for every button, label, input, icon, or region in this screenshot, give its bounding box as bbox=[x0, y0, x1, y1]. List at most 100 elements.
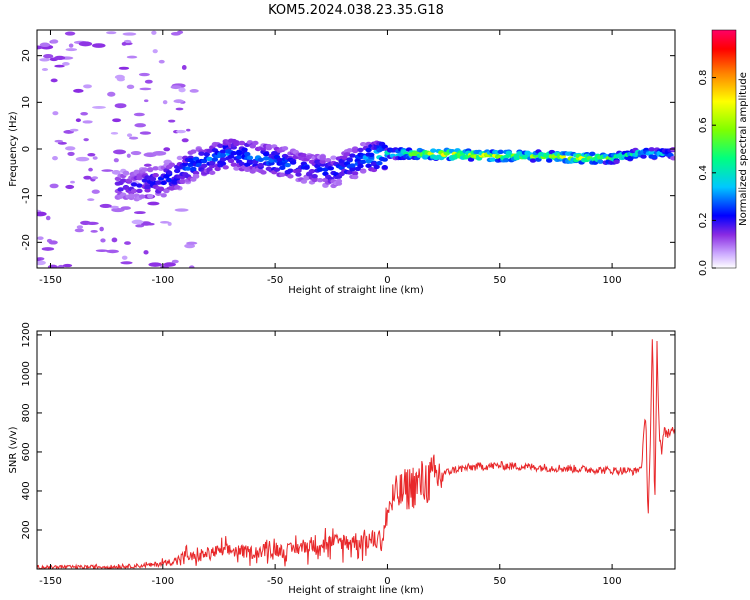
spectrogram-cell bbox=[373, 164, 380, 170]
spectrogram-noise-cell bbox=[186, 128, 191, 132]
spectrogram-noise-cell bbox=[37, 211, 47, 217]
spectrogram-noise-cell bbox=[83, 84, 92, 89]
spectrogram-noise-cell bbox=[162, 100, 168, 105]
spectrogram-cell bbox=[349, 153, 356, 158]
spectrogram-cell bbox=[281, 146, 289, 151]
spectrogram-noise-cell bbox=[143, 250, 149, 255]
spectrogram-cell bbox=[667, 152, 674, 158]
spectrogram-noise-cell bbox=[120, 206, 131, 210]
spectrogram-noise-cell bbox=[188, 265, 195, 268]
spectrogram-noise-cell bbox=[62, 263, 73, 268]
spectrogram-cell bbox=[209, 170, 216, 175]
spectrogram-noise-cell bbox=[178, 87, 186, 93]
spectrogram-noise-cell bbox=[64, 31, 76, 36]
y-tick-label: 400 bbox=[21, 481, 32, 500]
y-tick-label: 600 bbox=[21, 442, 32, 461]
spectrogram-noise-cell bbox=[49, 183, 59, 189]
spectrogram-noise-cell bbox=[83, 138, 89, 142]
y-tick-label: 0 bbox=[21, 146, 32, 152]
spectrogram-cell bbox=[227, 158, 235, 164]
spectrogram-noise-cell bbox=[90, 229, 98, 233]
spectrogram-cell bbox=[133, 169, 140, 175]
spectrogram-noise-cell bbox=[64, 146, 76, 151]
spectrogram-noise-cell bbox=[138, 72, 150, 77]
spectrogram-noise-cell bbox=[91, 189, 100, 194]
spectrogram-cell bbox=[359, 169, 367, 174]
spectrogram-cell bbox=[168, 186, 175, 191]
snr-x-label: Height of straight line (km) bbox=[288, 585, 424, 596]
spectrogram-cell bbox=[316, 167, 324, 172]
spectrogram-cell bbox=[330, 155, 337, 160]
spectrogram-cell bbox=[376, 161, 383, 166]
spectrogram-cell bbox=[173, 184, 181, 190]
x-tick-label: 50 bbox=[493, 576, 506, 587]
spectrogram-noise-cell bbox=[92, 156, 98, 160]
y-tick-label: 10 bbox=[21, 96, 32, 109]
spectrogram-noise-cell bbox=[120, 261, 133, 265]
x-tick-label: -50 bbox=[267, 576, 283, 587]
spectrogram-cell bbox=[311, 174, 318, 179]
spectrogram-cell bbox=[206, 156, 213, 162]
colorbar-tick-label: 0.6 bbox=[698, 117, 709, 133]
spectrogram-noise-cell bbox=[65, 48, 78, 52]
spectrogram-noise-cell bbox=[48, 240, 58, 245]
spectrogram-cell bbox=[235, 154, 243, 160]
spectrogram-cell bbox=[155, 180, 162, 185]
spectrogram-cell bbox=[351, 174, 359, 180]
snr-y-label: SNR (v/v) bbox=[8, 426, 19, 473]
spectrogram-cell bbox=[368, 152, 375, 157]
spectrogram-cell bbox=[165, 170, 173, 175]
spectrogram-noise-cell bbox=[99, 203, 112, 208]
spectrogram-noise-cell bbox=[50, 78, 58, 83]
spectrogram-cell bbox=[597, 159, 604, 164]
spectrogram-noise-cell bbox=[75, 118, 81, 123]
spectrogram-noise-cell bbox=[159, 220, 170, 224]
spectrogram-noise-cell bbox=[143, 163, 152, 167]
spectrogram-cell bbox=[295, 172, 302, 177]
spectrogram-cell bbox=[246, 159, 254, 164]
y-tick-label: 1200 bbox=[21, 322, 32, 347]
x-tick-label: 0 bbox=[384, 275, 390, 286]
snr-panel: -150 -100 -50 0 50 100 200 400 600 800 1000 1200 H… bbox=[8, 322, 676, 596]
spectrogram-cell bbox=[351, 148, 359, 154]
spectrogram-noise-cell bbox=[107, 91, 116, 97]
spectrogram-cell bbox=[497, 149, 504, 155]
spectrogram-noise-cell bbox=[78, 41, 93, 47]
y-tick-label: -20 bbox=[21, 234, 32, 250]
x-tick-label: -150 bbox=[39, 576, 62, 587]
spectrogram-cell bbox=[138, 194, 146, 199]
spectrogram-noise-cell bbox=[147, 201, 160, 206]
spectrogram-noise-cell bbox=[87, 152, 96, 157]
spectrogram-cell bbox=[227, 154, 235, 159]
spectrogram-cell bbox=[279, 172, 286, 177]
spectrogram-noise-cell bbox=[170, 31, 181, 36]
x-tick-label: -100 bbox=[151, 576, 174, 587]
spectrogram-noise-cell bbox=[126, 153, 131, 158]
spectrogram-noise-cell bbox=[189, 89, 199, 93]
spectrogram-cell bbox=[219, 157, 227, 162]
spectrogram-noise-cell bbox=[143, 99, 149, 103]
spectrogram-cell bbox=[300, 179, 308, 184]
spectrogram-noise-cell bbox=[170, 85, 182, 90]
spectrogram-noise-cell bbox=[181, 65, 187, 70]
spectrogram-noise-cell bbox=[45, 215, 51, 221]
spectrogram-cell bbox=[279, 165, 286, 170]
spectrogram-noise-cell bbox=[123, 39, 132, 44]
spectrogram-cell bbox=[157, 186, 165, 192]
spectrogram-cell bbox=[276, 157, 283, 162]
spectrogram-noise-cell bbox=[76, 225, 84, 229]
colorbar-tick-label: 0.0 bbox=[698, 260, 709, 276]
spectrogram-cell bbox=[467, 157, 475, 162]
spectrogram-noise-cell bbox=[68, 43, 74, 48]
spectrogram-noise-cell bbox=[50, 39, 59, 44]
colorbar-tick-label: 0.4 bbox=[698, 165, 709, 181]
spectrogram-noise-cell bbox=[130, 150, 142, 156]
spectrogram-cell bbox=[260, 170, 267, 175]
spectrogram-cell bbox=[136, 183, 143, 188]
spectrogram-noise-cell bbox=[121, 41, 127, 46]
spectrogram-noise-cell bbox=[74, 228, 84, 233]
snr-y-ticks: 200 400 600 800 1000 1200 bbox=[21, 322, 675, 540]
spectrogram-noise-cell bbox=[91, 176, 99, 180]
spectrogram-noise-cell bbox=[80, 112, 89, 116]
